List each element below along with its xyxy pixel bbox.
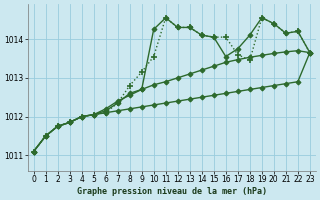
X-axis label: Graphe pression niveau de la mer (hPa): Graphe pression niveau de la mer (hPa)	[77, 187, 267, 196]
